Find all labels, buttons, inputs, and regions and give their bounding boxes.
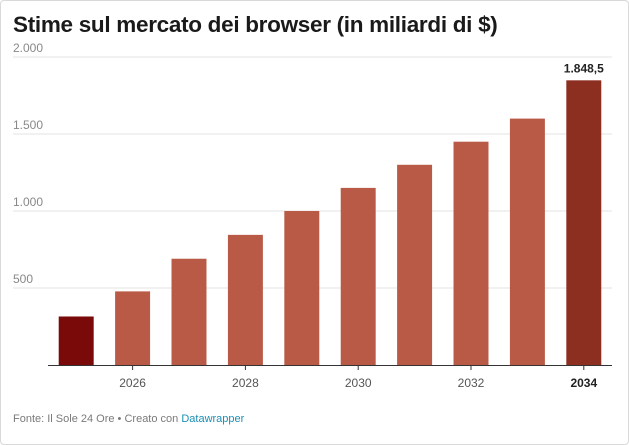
chart-title: Stime sul mercato dei browser (in miliar… xyxy=(13,12,498,37)
source-text: Fonte: Il Sole 24 Ore xyxy=(13,413,115,425)
x-tick-label: 2034 xyxy=(570,376,597,390)
bar xyxy=(509,118,545,365)
y-tick-label: 1.000 xyxy=(13,195,43,209)
x-tick-labels: 2026 2028 2030 2032 2034 xyxy=(119,365,597,390)
bar xyxy=(453,141,489,365)
x-tick-label: 2026 xyxy=(119,376,146,390)
y-tick-label: 2.000 xyxy=(13,41,43,55)
chart-footer: Fonte: Il Sole 24 Ore • Creato con Dataw… xyxy=(13,413,244,425)
datawrapper-link[interactable]: Datawrapper xyxy=(181,413,245,425)
bar xyxy=(115,291,151,365)
bar xyxy=(227,234,263,365)
x-tick-label: 2030 xyxy=(345,376,372,390)
footer-separator: • Creato con xyxy=(114,413,182,425)
y-tick-label: 500 xyxy=(13,272,33,286)
bars xyxy=(58,80,602,366)
data-labels: 1.848,5 xyxy=(564,61,604,75)
y-tick-label: 1.500 xyxy=(13,118,43,132)
data-label: 1.848,5 xyxy=(564,61,604,75)
bar xyxy=(58,316,94,365)
x-tick-label: 2028 xyxy=(232,376,259,390)
bar xyxy=(284,211,320,365)
y-tick-labels: 500 1.000 1.500 2.000 xyxy=(13,41,43,286)
bar xyxy=(397,164,433,365)
x-tick-label: 2032 xyxy=(458,376,485,390)
bar xyxy=(566,80,602,366)
bar xyxy=(171,258,207,365)
bar xyxy=(340,187,376,365)
